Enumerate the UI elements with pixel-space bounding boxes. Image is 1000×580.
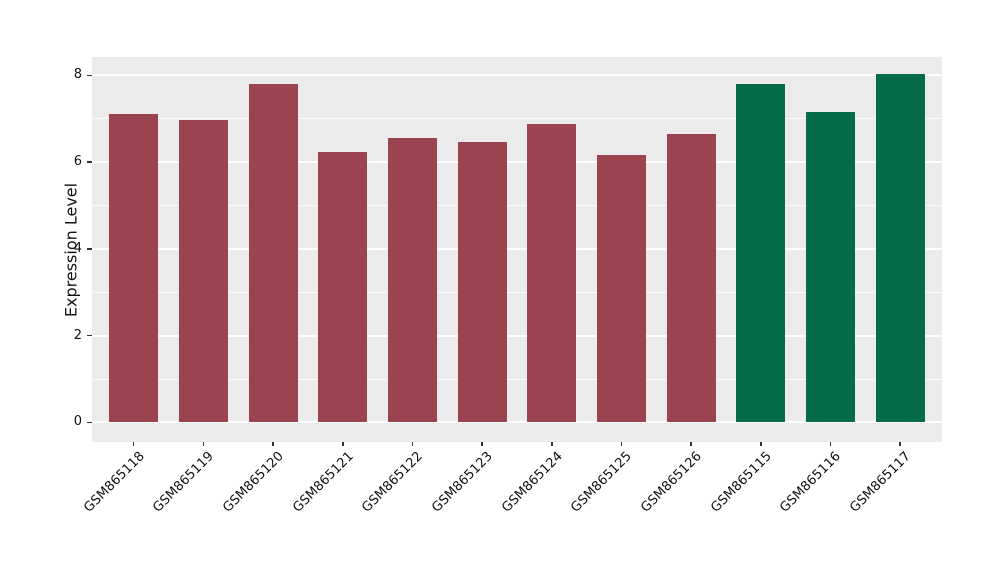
x-tick-mark <box>760 442 762 446</box>
gridline-major <box>92 74 942 77</box>
x-tick-mark <box>481 442 483 446</box>
bar-GSM865115 <box>736 84 786 423</box>
x-tick-mark <box>272 442 274 446</box>
y-tick-mark <box>87 74 92 76</box>
x-tick-label: GSM865115 <box>707 449 775 516</box>
bar-GSM865117 <box>875 73 925 423</box>
gridline-major <box>92 161 942 164</box>
x-tick-mark <box>133 442 135 446</box>
y-tick-label: 6 <box>73 154 82 170</box>
gridlines-layer <box>92 57 942 442</box>
x-tick-label: GSM865126 <box>638 449 705 516</box>
y-tick-mark <box>87 248 92 250</box>
x-tick-mark <box>829 442 832 446</box>
y-tick-mark <box>87 161 92 163</box>
y-tick-mark <box>87 421 92 424</box>
x-tick-label: GSM865125 <box>568 449 636 516</box>
x-tick-label: GSM865123 <box>429 449 496 516</box>
gridline-major <box>92 247 942 250</box>
bar-GSM865118 <box>109 113 159 423</box>
x-tick-mark <box>899 442 901 446</box>
x-tick-label: GSM865120 <box>220 449 287 516</box>
bar-GSM865120 <box>248 84 298 423</box>
bar-GSM865124 <box>527 124 577 423</box>
x-tick-label: GSM865117 <box>847 449 914 516</box>
y-tick-mark <box>87 334 92 337</box>
bar-GSM865123 <box>457 141 507 423</box>
x-tick-mark <box>342 442 344 446</box>
gridline-major <box>92 334 942 337</box>
gridline-minor <box>92 118 942 120</box>
x-tick-label: GSM865119 <box>150 449 218 516</box>
bar-GSM865122 <box>388 137 437 423</box>
bar-GSM865126 <box>666 134 716 423</box>
bar-GSM865125 <box>597 155 646 423</box>
x-tick-mark <box>690 442 692 446</box>
bar-GSM865121 <box>318 151 368 423</box>
y-tick-label: 4 <box>73 240 82 256</box>
x-tick-label: GSM865121 <box>289 449 357 516</box>
y-tick-label: 2 <box>73 327 82 343</box>
bars-layer <box>92 57 942 442</box>
bar-GSM865116 <box>806 111 855 423</box>
plot-area <box>92 57 942 442</box>
x-tick-mark <box>202 442 205 446</box>
y-tick-label: 0 <box>73 414 82 430</box>
x-tick-label: GSM865116 <box>777 449 845 516</box>
x-tick-mark <box>620 442 623 446</box>
gridline-minor <box>92 204 942 206</box>
x-tick-label: GSM865118 <box>80 449 148 516</box>
bar-GSM865119 <box>179 119 228 423</box>
x-tick-mark <box>551 442 553 446</box>
gridline-major <box>92 421 942 424</box>
x-tick-label: GSM865122 <box>359 449 427 516</box>
gridline-minor <box>92 378 942 380</box>
x-tick-label: GSM865124 <box>498 449 566 516</box>
gridline-minor <box>92 291 942 293</box>
y-tick-label: 8 <box>73 67 82 83</box>
x-tick-mark <box>411 442 414 446</box>
